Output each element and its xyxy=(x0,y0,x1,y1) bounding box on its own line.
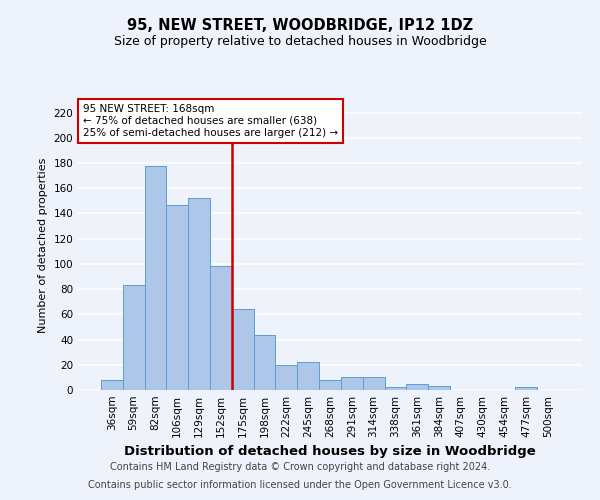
Bar xyxy=(385,388,406,390)
Bar xyxy=(319,380,341,390)
Bar xyxy=(406,384,428,390)
Bar xyxy=(166,204,188,390)
Text: Contains HM Land Registry data © Crown copyright and database right 2024.: Contains HM Land Registry data © Crown c… xyxy=(110,462,490,472)
Bar xyxy=(232,310,254,390)
Bar xyxy=(341,378,363,390)
Bar xyxy=(515,388,537,390)
Bar xyxy=(254,334,275,390)
Bar xyxy=(188,198,210,390)
Bar xyxy=(101,380,123,390)
Text: 95, NEW STREET, WOODBRIDGE, IP12 1DZ: 95, NEW STREET, WOODBRIDGE, IP12 1DZ xyxy=(127,18,473,32)
Bar xyxy=(210,266,232,390)
Text: Contains public sector information licensed under the Open Government Licence v3: Contains public sector information licen… xyxy=(88,480,512,490)
Y-axis label: Number of detached properties: Number of detached properties xyxy=(38,158,48,332)
Bar xyxy=(123,286,145,390)
X-axis label: Distribution of detached houses by size in Woodbridge: Distribution of detached houses by size … xyxy=(124,446,536,458)
Bar xyxy=(145,166,166,390)
Bar xyxy=(363,378,385,390)
Text: Size of property relative to detached houses in Woodbridge: Size of property relative to detached ho… xyxy=(113,35,487,48)
Bar xyxy=(275,365,297,390)
Bar xyxy=(297,362,319,390)
Text: 95 NEW STREET: 168sqm
← 75% of detached houses are smaller (638)
25% of semi-det: 95 NEW STREET: 168sqm ← 75% of detached … xyxy=(83,104,338,138)
Bar xyxy=(428,386,450,390)
